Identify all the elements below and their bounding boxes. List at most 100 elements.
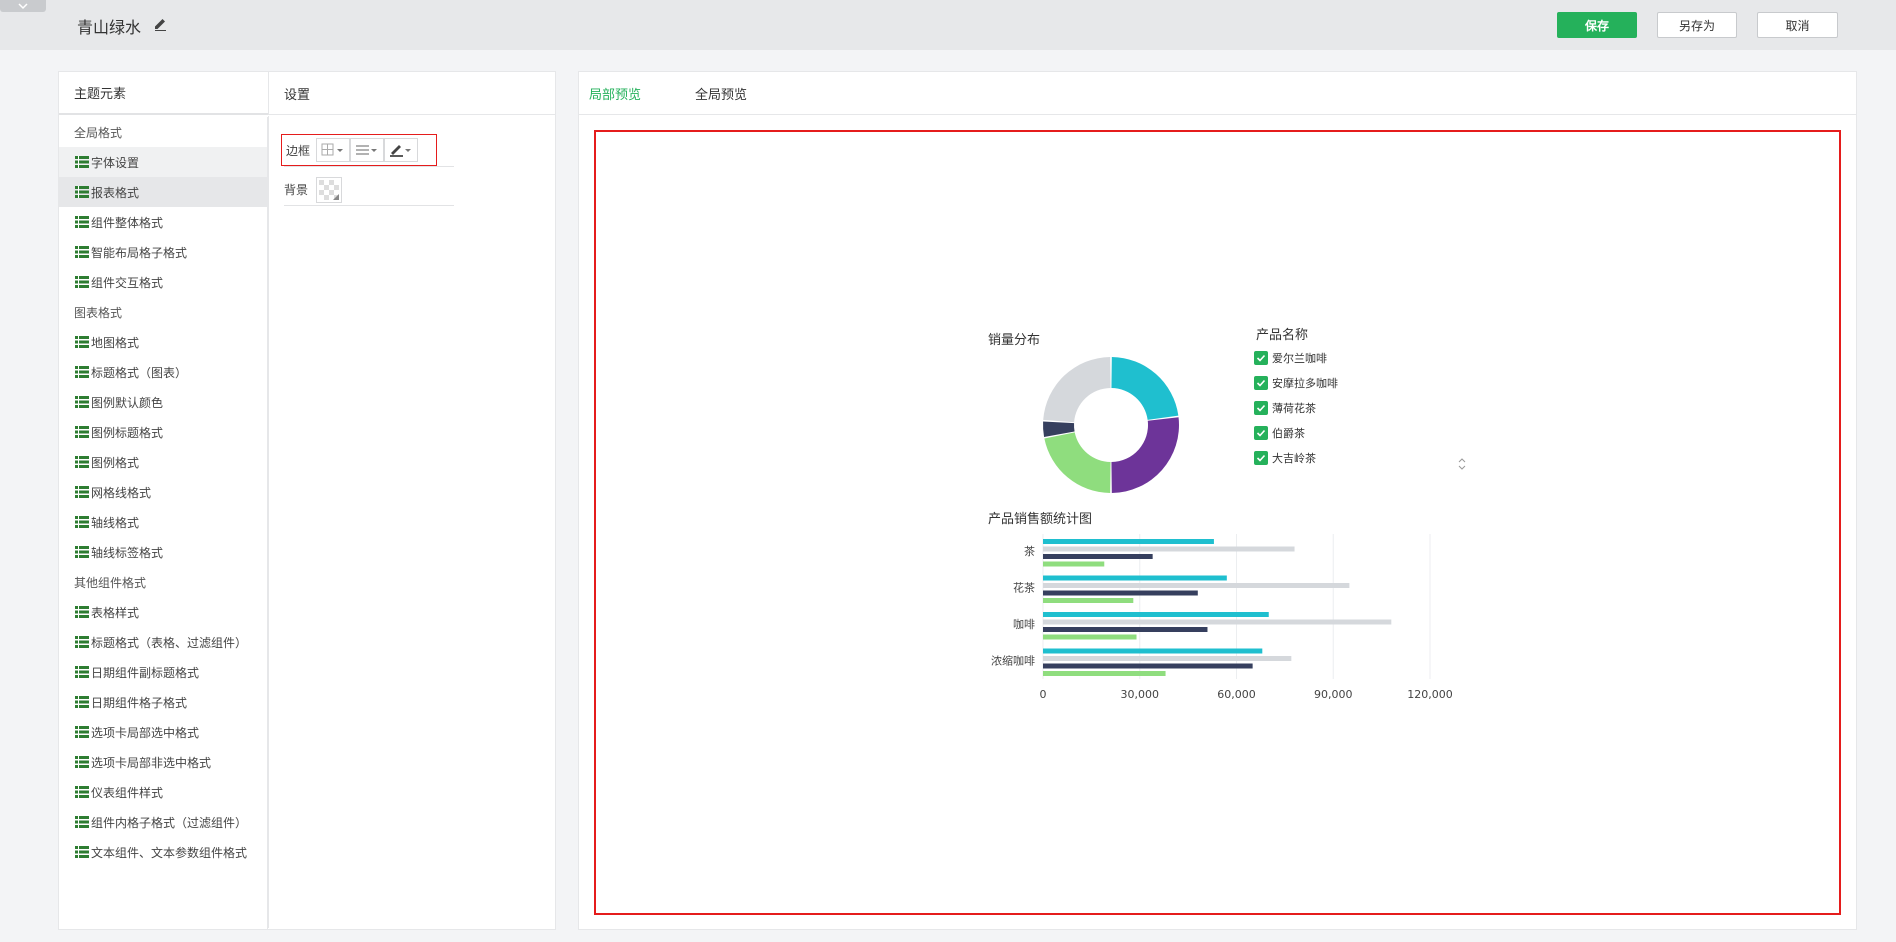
- element-list-item[interactable]: 网格线格式: [59, 477, 267, 507]
- bar[interactable]: [1043, 561, 1105, 567]
- checkbox-checked-icon[interactable]: [1254, 376, 1268, 390]
- bar[interactable]: [1043, 546, 1295, 552]
- legend-scroll-icon[interactable]: [1455, 457, 1469, 471]
- legend-item[interactable]: 大吉岭茶: [1254, 450, 1316, 466]
- edit-icon[interactable]: [152, 16, 168, 32]
- element-label: 日期组件副标题格式: [91, 665, 200, 680]
- tab-global-preview[interactable]: 全局预览: [695, 88, 748, 103]
- element-list-item[interactable]: 标题格式（图表）: [59, 357, 267, 387]
- table-format-icon: [75, 156, 89, 168]
- element-list-item[interactable]: 字体设置: [59, 147, 267, 177]
- bar[interactable]: [1043, 590, 1198, 596]
- pie-slice[interactable]: [1043, 421, 1075, 437]
- background-setting-row: 背景: [284, 174, 454, 206]
- element-label: 组件整体格式: [91, 215, 164, 230]
- element-label: 网格线格式: [91, 485, 152, 500]
- table-format-icon: [75, 696, 89, 708]
- element-list-item[interactable]: 报表格式: [59, 177, 267, 207]
- element-list-item[interactable]: 组件交互格式: [59, 267, 267, 297]
- x-tick-label: 30,000: [1121, 688, 1160, 701]
- element-label: 报表格式: [91, 185, 140, 200]
- bar[interactable]: [1043, 627, 1208, 632]
- element-list-item[interactable]: 仪表组件样式: [59, 777, 267, 807]
- element-list-item[interactable]: 图例默认颜色: [59, 387, 267, 417]
- element-label: 仪表组件样式: [91, 785, 164, 800]
- border-grid-dropdown[interactable]: [316, 138, 351, 162]
- table-format-icon: [75, 216, 89, 228]
- element-label: 组件交互格式: [91, 275, 164, 290]
- checkbox-checked-icon[interactable]: [1254, 401, 1268, 415]
- border-color-dropdown[interactable]: [384, 138, 419, 162]
- element-list-item[interactable]: 图例格式: [59, 447, 267, 477]
- bar[interactable]: [1043, 539, 1214, 544]
- table-format-icon: [75, 546, 89, 558]
- element-list-item[interactable]: 地图格式: [59, 327, 267, 357]
- table-format-icon: [75, 336, 89, 348]
- border-setting-row: 边框: [281, 134, 437, 166]
- pie-slice[interactable]: [1043, 357, 1111, 423]
- element-label: 文本组件、文本参数组件格式: [91, 845, 248, 860]
- checkbox-checked-icon[interactable]: [1254, 451, 1268, 465]
- bar[interactable]: [1043, 663, 1253, 669]
- background-color-picker[interactable]: [316, 176, 343, 203]
- element-list-item[interactable]: 选项卡局部非选中格式: [59, 747, 267, 777]
- element-list-item[interactable]: 图例标题格式: [59, 417, 267, 447]
- element-list-item[interactable]: 表格样式: [59, 597, 267, 627]
- tab-local-preview[interactable]: 局部预览: [589, 88, 642, 103]
- cancel-button[interactable]: 取消: [1757, 12, 1838, 38]
- bar[interactable]: [1043, 656, 1292, 661]
- x-tick-label: 0: [1040, 688, 1047, 701]
- element-list-item[interactable]: 组件整体格式: [59, 207, 267, 237]
- y-category-label: 浓缩咖啡: [991, 654, 1035, 668]
- element-list-item[interactable]: 智能布局格子格式: [59, 237, 267, 267]
- element-label: 选项卡局部选中格式: [91, 725, 200, 740]
- bar-chart-title: 产品销售额统计图: [988, 512, 1093, 527]
- element-label: 智能布局格子格式: [91, 245, 188, 260]
- legend-item[interactable]: 薄荷花茶: [1254, 400, 1316, 416]
- element-list-item[interactable]: 组件内格子格式（过滤组件）: [59, 807, 267, 837]
- save-as-button[interactable]: 另存为: [1657, 12, 1737, 38]
- table-format-icon: [75, 786, 89, 798]
- bar[interactable]: [1043, 648, 1263, 654]
- element-list-item[interactable]: 日期组件副标题格式: [59, 657, 267, 687]
- table-format-icon: [75, 366, 89, 378]
- bar[interactable]: [1043, 634, 1137, 640]
- bar[interactable]: [1043, 554, 1153, 559]
- element-list-item[interactable]: 日期组件格子格式: [59, 687, 267, 717]
- checkbox-checked-icon[interactable]: [1254, 426, 1268, 440]
- legend-item[interactable]: 伯爵茶: [1254, 425, 1305, 441]
- bar[interactable]: [1043, 575, 1227, 581]
- save-button[interactable]: 保存: [1557, 12, 1637, 38]
- checkbox-checked-icon[interactable]: [1254, 351, 1268, 365]
- element-list-item[interactable]: 轴线标签格式: [59, 537, 267, 567]
- bar[interactable]: [1043, 583, 1350, 588]
- pie-slice[interactable]: [1111, 417, 1179, 493]
- table-format-icon: [75, 186, 89, 198]
- table-format-icon: [75, 726, 89, 738]
- pie-slice[interactable]: [1044, 432, 1111, 493]
- bar[interactable]: [1043, 598, 1134, 603]
- element-label: 地图格式: [91, 335, 140, 350]
- element-label: 表格样式: [91, 605, 140, 620]
- border-line-style-dropdown[interactable]: [350, 138, 385, 162]
- element-list-item[interactable]: 选项卡局部选中格式: [59, 717, 267, 747]
- bar[interactable]: [1043, 612, 1269, 617]
- collapse-toggle[interactable]: [0, 0, 46, 12]
- element-list-item[interactable]: 文本组件、文本参数组件格式: [59, 837, 267, 867]
- element-label: 图例标题格式: [91, 425, 164, 440]
- element-list-item[interactable]: 轴线格式: [59, 507, 267, 537]
- element-group-header: 其他组件格式: [59, 567, 267, 597]
- bar[interactable]: [1043, 619, 1392, 625]
- top-bar: 青山绿水 保存 另存为 取消: [0, 0, 1896, 50]
- pie-slice[interactable]: [1111, 357, 1179, 420]
- page-title: 青山绿水: [77, 18, 142, 37]
- table-format-icon: [75, 606, 89, 618]
- bar[interactable]: [1043, 671, 1166, 676]
- element-list-item[interactable]: 标题格式（表格、过滤组件）: [59, 627, 267, 657]
- legend-item[interactable]: 爱尔兰咖啡: [1254, 350, 1327, 366]
- table-format-icon: [75, 426, 89, 438]
- table-format-icon: [75, 816, 89, 828]
- legend-item[interactable]: 安摩拉多咖啡: [1254, 375, 1338, 391]
- element-label: 标题格式（图表）: [91, 365, 188, 380]
